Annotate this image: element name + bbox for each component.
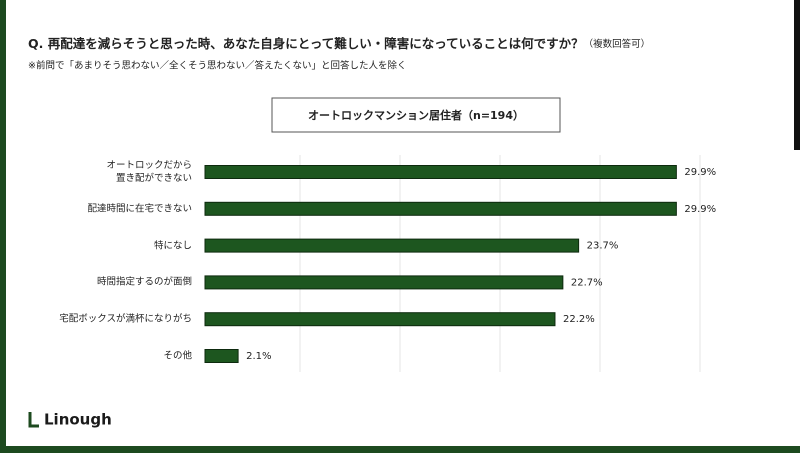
brand: Linough: [44, 411, 112, 429]
grid: [299, 155, 701, 372]
frame-left: [0, 0, 6, 453]
bar: [204, 165, 677, 179]
category-label: 時間指定するのが面倒: [96, 276, 192, 288]
bar: [204, 201, 677, 216]
frame-right: [794, 0, 800, 150]
bar: [204, 312, 556, 327]
category-label: 特になし: [153, 240, 192, 252]
group-box: [271, 97, 561, 133]
category-label: 配達時間に在宅できない: [87, 203, 192, 215]
value-label: 29.9%: [684, 204, 716, 215]
logo-mark: [28, 412, 39, 428]
bar: [204, 349, 239, 363]
title-main: Q. 再配達を減らそうと思った時、あなた自身にとって難しい・障害になっていること…: [28, 36, 584, 51]
bar: [204, 238, 580, 253]
subtitle: ※前問で「あまりそう思わない／全くそう思わない／答えたくない」と回答した人を除く: [28, 60, 406, 72]
value-label: 23.7%: [587, 241, 619, 252]
chart-title: Q. 再配達を減らそうと思った時、あなた自身にとって難しい・障害になっていること…: [28, 36, 650, 51]
frame-bottom: [0, 446, 800, 453]
value-label: 22.7%: [571, 277, 603, 288]
title-note: （複数回答可）: [584, 38, 651, 50]
category-label: 宅配ボックスが満杯になりがち: [59, 313, 192, 325]
category-label: その他: [163, 350, 192, 362]
value-label: 29.9%: [684, 167, 716, 178]
bar: [204, 275, 564, 290]
value-label: 22.2%: [563, 314, 595, 325]
value-label: 2.1%: [246, 351, 271, 362]
category-label: オートロックだから 置き配ができない: [106, 160, 192, 184]
group-label: オートロックマンション居住者（n=194）: [308, 108, 524, 122]
